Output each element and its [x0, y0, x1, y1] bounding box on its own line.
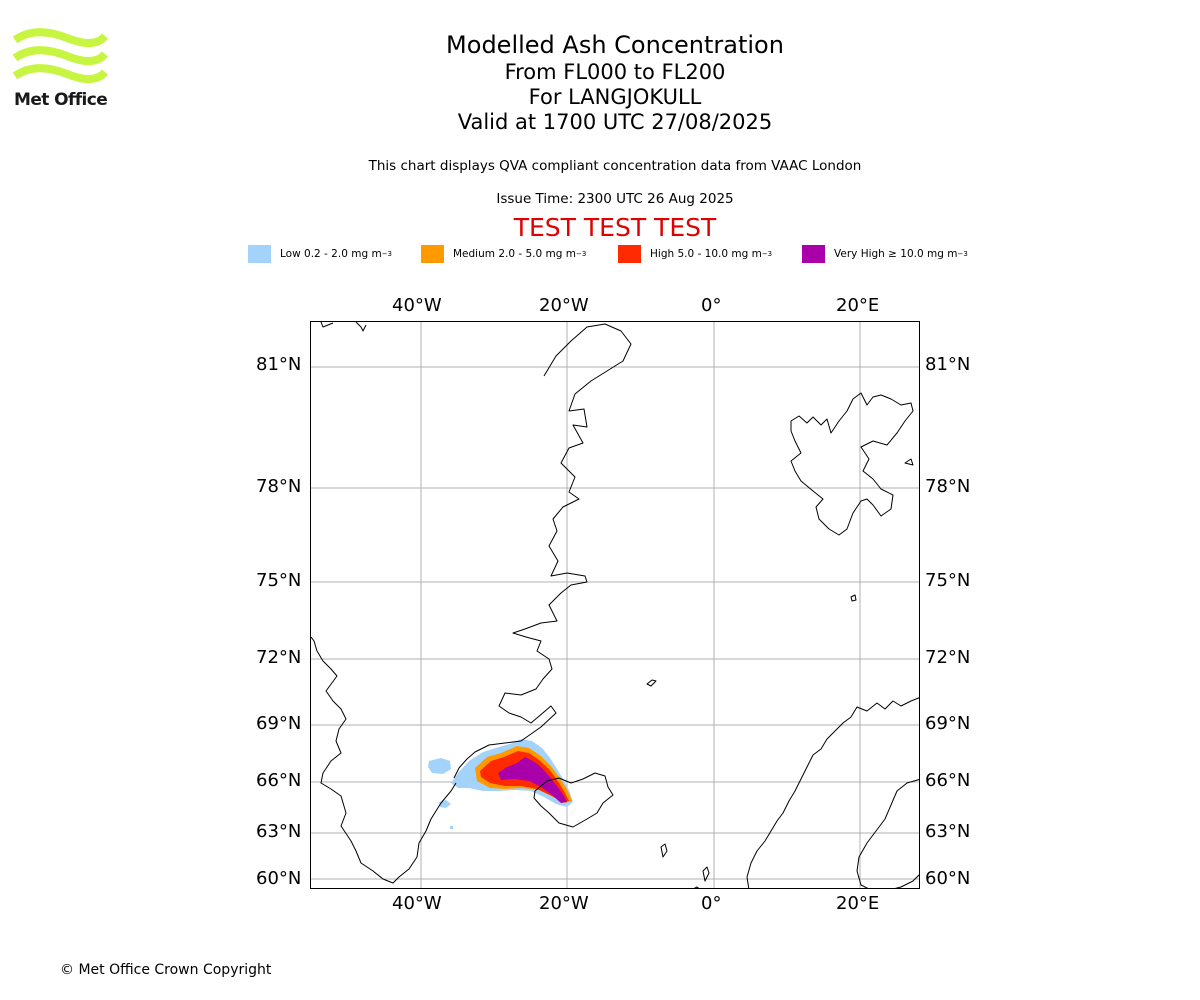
coast-bjornoya: [850, 594, 857, 602]
coastlines: [311, 322, 919, 888]
legend-label-high: High 5.0 - 10.0 mg m: [650, 248, 762, 260]
coast-jan-mayen: [646, 679, 657, 687]
level-range: From FL000 to FL200: [504, 60, 726, 84]
lat-label-right-63n: 63°N: [925, 821, 971, 842]
logo-text: Met Office: [14, 90, 108, 110]
lat-label-right-81n: 81°N: [925, 354, 971, 375]
legend-item-low: Low 0.2 - 2.0 mg m −3: [248, 244, 392, 264]
lat-label-left-60n: 60°N: [256, 868, 302, 889]
coast-greenland-nw: [320, 322, 367, 332]
chart-titles: Modelled Ash Concentration From FL000 to…: [315, 30, 915, 135]
lat-label-left-78n: 78°N: [256, 476, 302, 497]
legend-swatch-low: [248, 245, 271, 263]
valid-time: Valid at 1700 UTC 27/08/2025: [457, 110, 773, 134]
chart-description: This chart displays QVA compliant concen…: [368, 158, 862, 174]
legend-item-high: High 5.0 - 10.0 mg m −3: [618, 244, 772, 264]
legend-label-low: Low 0.2 - 2.0 mg m: [280, 248, 382, 260]
lon-label-top-40w: 40°W: [392, 295, 442, 316]
legend-label-medium: Medium 2.0 - 5.0 mg m: [453, 248, 576, 260]
lon-label-top-20e: 20°E: [836, 295, 880, 316]
lat-label-left-72n: 72°N: [256, 647, 302, 668]
coast-scandinavia-south: [856, 779, 919, 888]
map-panel[interactable]: [310, 321, 920, 889]
lat-label-left-69n: 69°N: [256, 713, 302, 734]
volcano-name: For LANGJOKULL: [528, 85, 702, 109]
lat-label-right-78n: 78°N: [925, 476, 971, 497]
coast-faroe: [660, 843, 668, 858]
ash-very-high: [498, 757, 567, 803]
met-office-waves-icon: [12, 28, 109, 83]
lon-label-top-20w: 20°W: [539, 295, 589, 316]
coast-shetland: [693, 866, 710, 888]
copyright-notice: © Met Office Crown Copyright: [60, 962, 272, 978]
lon-label-bottom-20w: 20°W: [539, 893, 589, 914]
map-svg: [311, 322, 919, 888]
issue-time: Issue Time: 2300 UTC 26 Aug 2025: [496, 191, 734, 207]
coast-scandinavia: [746, 697, 919, 888]
ash-plume: [428, 739, 573, 829]
coast-svalbard: [790, 392, 914, 536]
graticule: [311, 322, 919, 888]
legend-label-very-high: Very High ≥ 10.0 mg m: [834, 248, 958, 260]
legend-item-very-high: Very High ≥ 10.0 mg m −3: [802, 244, 968, 264]
test-banner: TEST TEST TEST: [513, 213, 717, 242]
ash-low-islet-3: [450, 826, 453, 829]
met-office-logo: Met Office: [12, 28, 112, 114]
lat-label-right-75n: 75°N: [925, 570, 971, 591]
coast-greenland-north: [453, 323, 632, 779]
lat-label-left-66n: 66°N: [256, 770, 302, 791]
legend-swatch-high: [618, 245, 641, 263]
lat-label-right-66n: 66°N: [925, 770, 971, 791]
lat-label-left-81n: 81°N: [256, 354, 302, 375]
lat-label-left-63n: 63°N: [256, 821, 302, 842]
lat-label-right-60n: 60°N: [925, 868, 971, 889]
lat-label-left-75n: 75°N: [256, 570, 302, 591]
lon-label-bottom-40w: 40°W: [392, 893, 442, 914]
coast-iceland: [533, 772, 614, 828]
ash-low-islet-1: [428, 758, 451, 774]
lon-label-top-0: 0°: [701, 295, 722, 316]
legend-item-medium: Medium 2.0 - 5.0 mg m −3: [421, 244, 586, 264]
coast-svalbard-east: [904, 457, 919, 466]
chart-title: Modelled Ash Concentration: [446, 31, 784, 59]
coast-greenland-west: [311, 636, 457, 884]
lat-label-right-69n: 69°N: [925, 713, 971, 734]
lon-label-bottom-0: 0°: [701, 893, 722, 914]
lon-label-bottom-20e: 20°E: [836, 893, 880, 914]
legend-swatch-very-high: [802, 245, 825, 263]
legend-swatch-medium: [421, 245, 444, 263]
lat-label-right-72n: 72°N: [925, 647, 971, 668]
